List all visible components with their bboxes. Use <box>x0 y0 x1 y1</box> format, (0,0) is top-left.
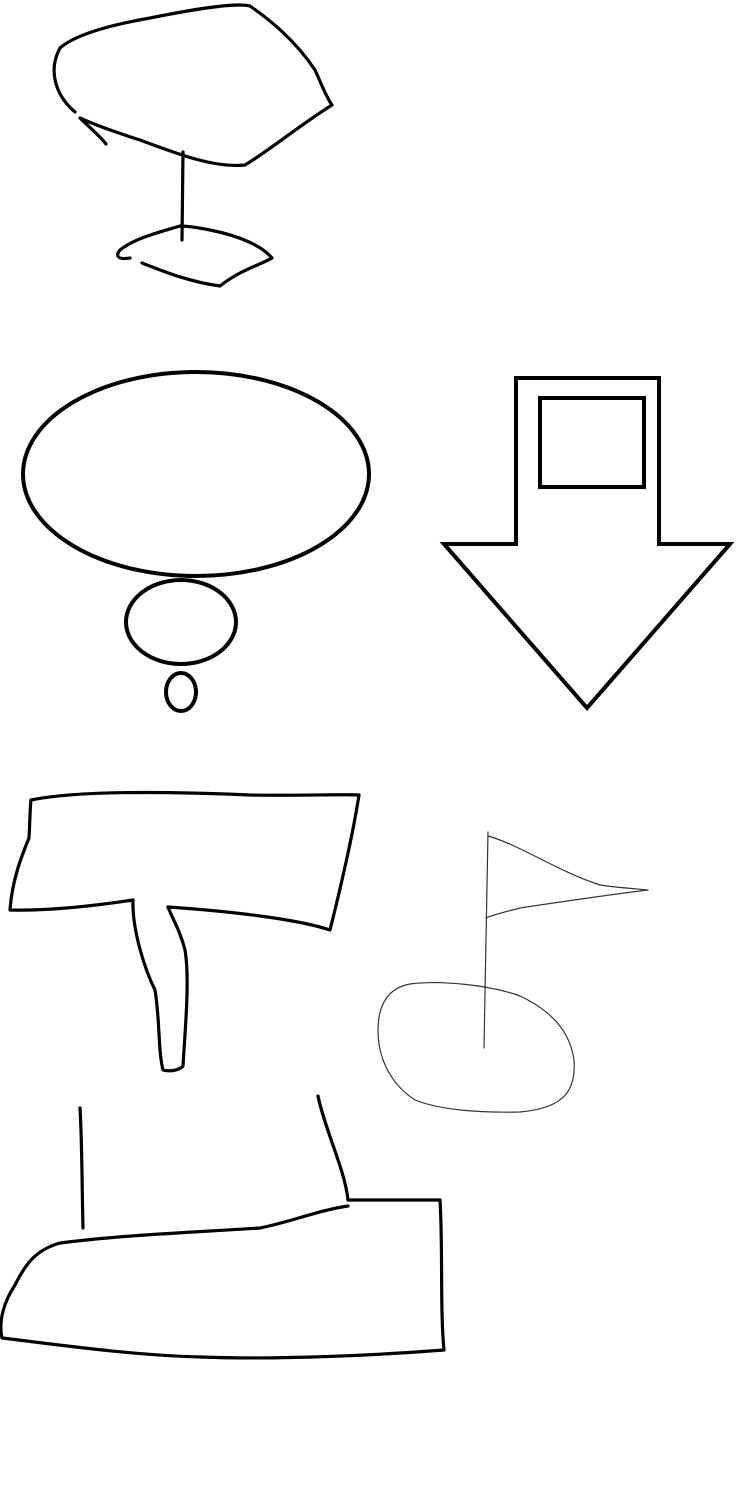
tree-base <box>116 224 274 288</box>
down-arrow <box>439 376 735 712</box>
boot-foot <box>0 1198 446 1360</box>
signpost-board <box>8 790 361 932</box>
thought-bubble <box>21 370 371 713</box>
thought-bubble-main <box>21 370 371 578</box>
signpost-pole <box>131 898 189 1073</box>
boot-shaft-right <box>316 1094 350 1202</box>
golf-flag-sketch <box>377 831 649 1113</box>
signpost-sketch <box>8 790 361 1073</box>
down-arrow-inner-square <box>538 396 646 489</box>
boot-shaft-left <box>78 1106 85 1230</box>
tree-sketch <box>52 3 334 288</box>
down-arrow-outline <box>439 376 735 712</box>
golf-flag-banner <box>485 835 649 919</box>
tree-canopy <box>52 3 334 168</box>
thought-bubble-medium <box>124 578 238 666</box>
thought-bubble-small <box>164 671 198 713</box>
golf-flag-pole <box>483 831 489 1049</box>
golf-green <box>377 982 575 1113</box>
boot-sketch <box>0 1094 446 1360</box>
